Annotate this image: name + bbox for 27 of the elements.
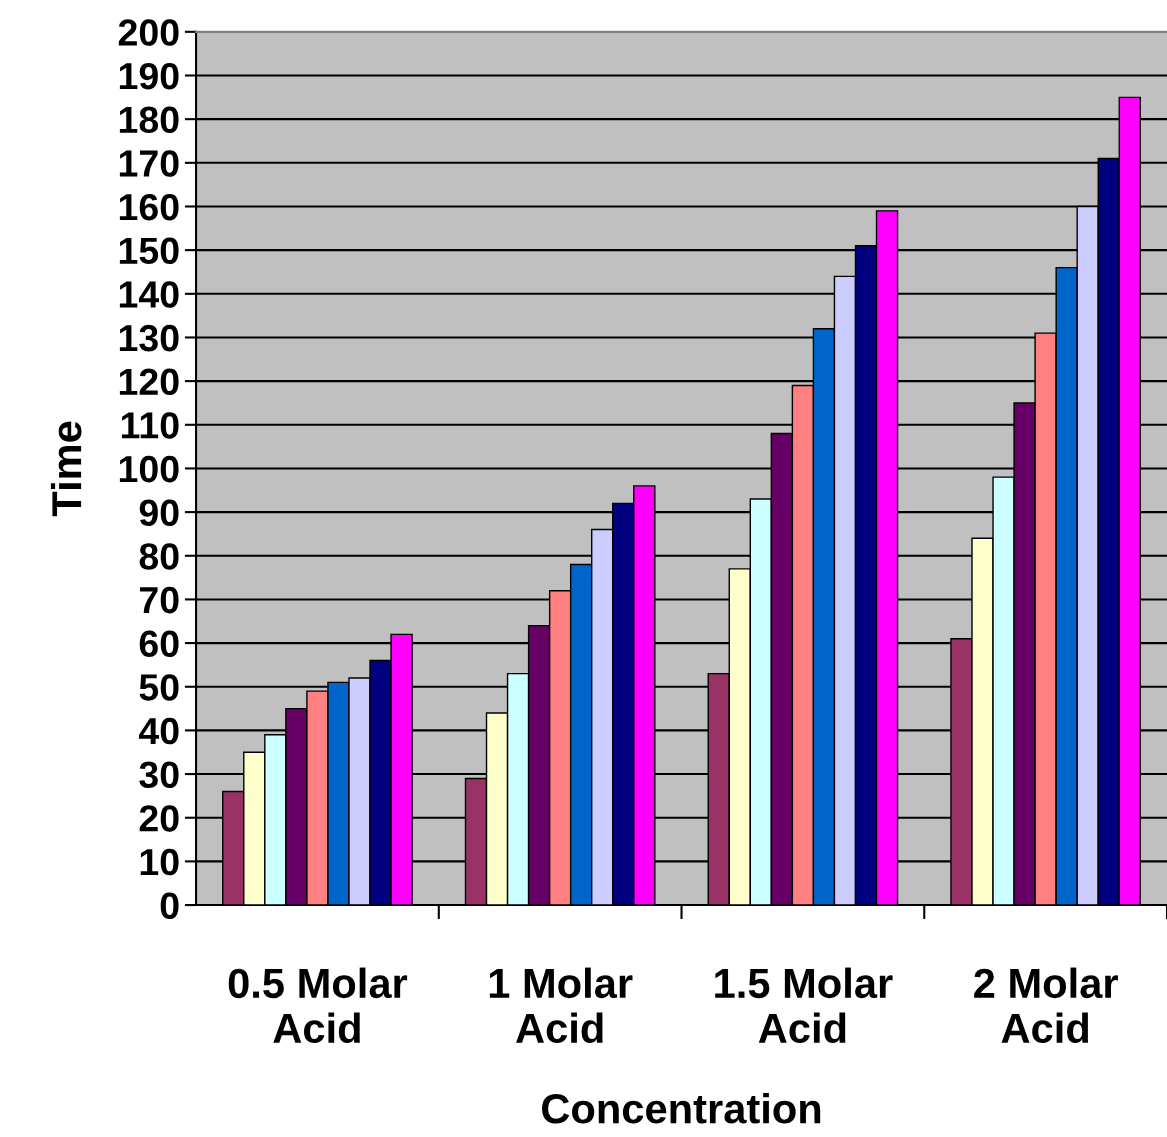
y-tick-label: 130 [119, 324, 179, 352]
y-tick-label: 0 [160, 892, 179, 920]
y-tick-label: 20 [139, 805, 179, 832]
y-tick-label: 110 [121, 412, 179, 439]
x-tick-label: 0.5 Molar Acid [228, 967, 408, 1044]
y-tick-label: 70 [139, 586, 179, 614]
y-tick-label: 10 [140, 848, 179, 876]
x-tick-label: 1 Molar Acid [489, 967, 633, 1044]
y-tick-label: 60 [139, 630, 179, 658]
y-tick-label: 150 [119, 237, 179, 265]
y-tick-label: 40 [138, 717, 179, 745]
x-axis-title: Concentration [542, 1092, 821, 1124]
y-tick-label: 180 [119, 106, 179, 134]
x-tick-label: 1.5 Molar Acid [715, 967, 893, 1044]
y-axis-title: Time [50, 421, 82, 517]
y-tick-label: 90 [139, 499, 179, 527]
y-tick-label: 80 [139, 543, 179, 570]
y-tick-label: 120 [119, 368, 179, 396]
y-tick-label: 100 [119, 455, 179, 483]
x-tick-label: 2 Molar Acid [974, 967, 1118, 1044]
y-tick-label: 190 [119, 62, 179, 90]
y-tick-label: 200 [118, 19, 179, 46]
y-tick-label: 160 [119, 193, 179, 221]
y-tick-label: 50 [139, 674, 179, 701]
y-tick-label: 30 [139, 761, 179, 789]
y-tick-label: 170 [119, 150, 179, 177]
y-tick-label: 140 [119, 281, 179, 308]
